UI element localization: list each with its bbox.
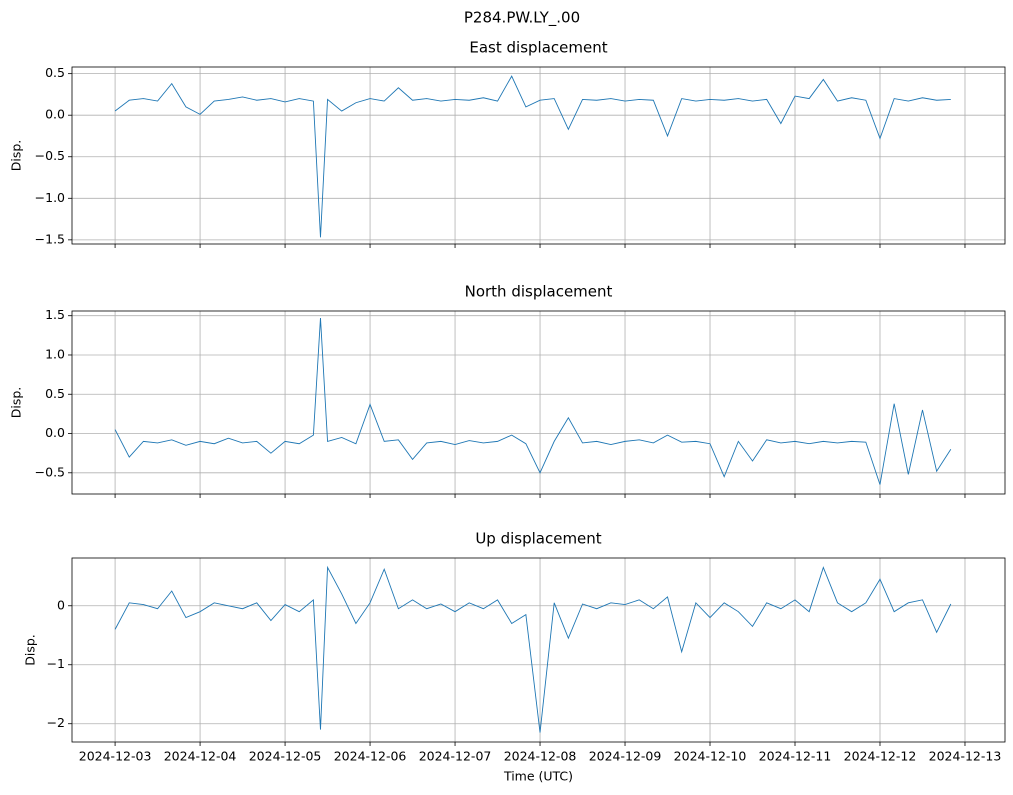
y-axis-label: Disp.	[23, 634, 38, 666]
subplot-title: Up displacement	[475, 530, 601, 548]
y-tick-label: 0.0	[45, 107, 65, 122]
x-tick-label: 2024-12-08	[504, 749, 577, 764]
x-tick-label: 2024-12-04	[164, 749, 237, 764]
figure-title: P284.PW.LY_.00	[464, 9, 580, 28]
y-tick-label: 1.0	[45, 346, 65, 361]
y-axis-label: Disp.	[9, 140, 24, 172]
axes-frame	[71, 66, 1006, 245]
y-tick-label: 1.5	[45, 307, 65, 322]
y-tick-label: −2	[47, 715, 65, 730]
x-tick-label: 2024-12-05	[249, 749, 322, 764]
subplot-title: North displacement	[465, 283, 613, 301]
axes-frame	[71, 310, 1006, 495]
x-axis-label: Time (UTC)	[503, 769, 573, 784]
x-tick-label: 2024-12-13	[929, 749, 1002, 764]
y-tick-label: 0.5	[45, 386, 65, 401]
data-line	[114, 75, 951, 238]
x-tick-label: 2024-12-09	[589, 749, 662, 764]
x-tick-label: 2024-12-06	[334, 749, 407, 764]
y-tick-label: −1.0	[35, 190, 65, 205]
y-axis-label: Disp.	[9, 387, 24, 419]
x-tick-label: 2024-12-11	[759, 749, 832, 764]
x-tick-label: 2024-12-10	[674, 749, 747, 764]
x-tick-label: 2024-12-12	[844, 749, 917, 764]
subplot-title: East displacement	[469, 39, 607, 57]
axes-frame	[71, 557, 1006, 743]
y-tick-label: −0.5	[35, 148, 65, 163]
y-tick-label: −1	[47, 656, 65, 671]
y-tick-label: 0.0	[45, 425, 65, 440]
y-tick-label: 0	[57, 597, 65, 612]
y-tick-label: 0.5	[45, 65, 65, 80]
x-tick-label: 2024-12-03	[79, 749, 152, 764]
data-line	[114, 318, 952, 485]
y-tick-label: −0.5	[35, 464, 65, 479]
y-tick-label: −1.5	[35, 231, 65, 246]
data-line	[114, 565, 952, 733]
x-tick-label: 2024-12-07	[419, 749, 492, 764]
